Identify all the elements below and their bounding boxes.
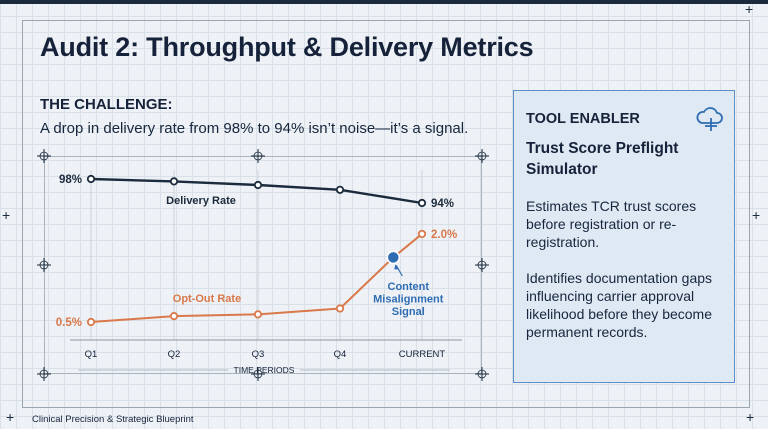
challenge-text: A drop in delivery rate from 98% to 94% … [40,120,469,137]
signal-point [386,250,401,265]
x-tick-label: Q2 [168,349,181,360]
data-point [417,229,427,239]
footer-text: Clinical Precision & Strategic Blueprint [32,414,194,425]
series-label: Delivery Rate [166,195,236,207]
crosshair-mark: + [746,409,755,425]
data-point [253,310,263,319]
data-point [86,174,96,184]
annotation-arrowhead [394,264,400,270]
data-label: 2.0% [431,229,457,241]
crosshair-mark: + [2,207,11,223]
annotation-label: Misalignment [373,294,444,306]
data-label: 0.5% [56,317,82,329]
series-label: Opt-Out Rate [173,293,241,305]
data-point [417,198,427,208]
crosshair-mark: + [745,1,754,17]
data-label: 98% [59,174,82,186]
slide-frame [22,20,750,408]
x-tick-label: Q4 [334,349,347,360]
crosshair-mark [253,151,263,161]
opt-out-rate-line [90,233,423,323]
top-bar [0,0,768,4]
crosshair-mark [39,369,49,379]
crosshair-mark [477,151,487,161]
panel-description: Identifies documentation gaps influencin… [526,270,713,340]
crosshair-mark [477,260,487,270]
data-point [335,304,345,313]
crosshair-mark [477,369,487,379]
panel-title: Trust Score Preflight Simulator [526,140,679,178]
slide-title: Audit 2: Throughput & Delivery Metrics [40,32,534,62]
cloud-plus-icon [696,107,723,131]
panel-label: TOOL ENABLER [526,111,640,127]
data-point [86,317,96,327]
annotation-label: Signal [392,306,425,318]
x-tick-label: CURRENT [399,349,446,360]
data-point [335,185,345,194]
x-tick-label: Q3 [252,349,265,360]
crosshair-mark [39,260,49,270]
tool-enabler-panel: TOOL ENABLER Trust Score Preflight Simul… [513,90,735,383]
data-point [253,180,263,190]
x-axis-label: TIME PERIODS [234,365,295,375]
data-label: 94% [431,198,454,210]
annotation-label: Content [388,281,430,293]
data-point [169,312,179,321]
x-tick-label: Q1 [85,349,98,360]
crosshair-mark: + [752,207,761,223]
crosshair-mark: + [6,409,15,425]
data-point [169,177,179,186]
crosshair-mark [253,369,263,379]
crosshair-mark [39,151,49,161]
challenge-heading: THE CHALLENGE: [40,96,173,113]
panel-description: Estimates TCR trust scores before regist… [526,198,697,250]
